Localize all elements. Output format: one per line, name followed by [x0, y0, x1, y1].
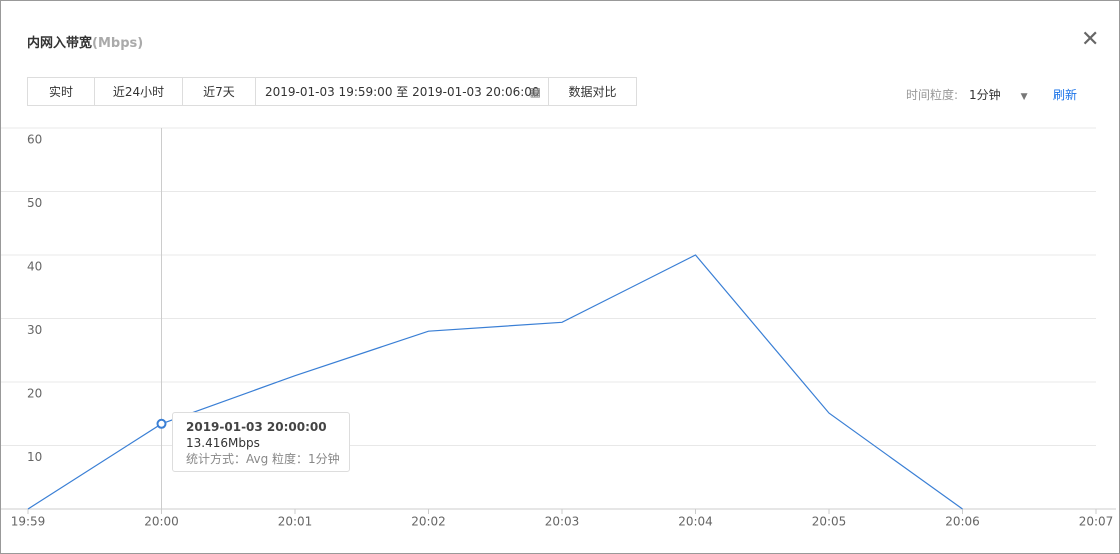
x-tick-label: 20:00 — [144, 515, 179, 529]
granularity-label: 时间粒度: — [906, 88, 959, 102]
compare-button[interactable]: 数据对比 — [548, 77, 637, 106]
granularity-value: 1分钟 — [969, 88, 1001, 102]
x-tick-label: 20:03 — [545, 515, 580, 529]
x-tick-label: 20:05 — [812, 515, 847, 529]
tooltip-value: 13.416Mbps — [186, 436, 260, 450]
tooltip-title: 2019-01-03 20:00:00 — [186, 420, 327, 434]
x-tick-label: 20:01 — [278, 515, 313, 529]
x-tick-label: 20:02 — [411, 515, 446, 529]
title: 内网入带宽(Mbps) — [27, 32, 143, 51]
title-unit: (Mbps) — [92, 36, 144, 51]
calendar-icon: ▦ — [529, 85, 541, 99]
y-tick-label: 20 — [27, 387, 42, 401]
y-tick-label: 40 — [27, 260, 42, 274]
x-tick-label: 19:59 — [11, 515, 46, 529]
dropdown-caret: ▼ — [1020, 92, 1028, 102]
x-tick-label: 20:07 — [1079, 515, 1114, 529]
hover-point — [156, 418, 167, 429]
y-tick-label: 10 — [27, 450, 42, 464]
y-tick-label: 50 — [27, 196, 42, 210]
refresh-button[interactable]: 刷新 — [1053, 88, 1078, 102]
title-text: 内网入带宽 — [27, 36, 93, 51]
y-tick-label: 60 — [27, 133, 42, 147]
7d-button[interactable]: 近7天 — [182, 77, 256, 106]
date-range[interactable]: 2019-01-03 19:59:00 至 2019-01-03 20:06:0… — [255, 77, 549, 106]
close-button[interactable]: ✕ — [1081, 27, 1100, 52]
tooltip: 2019-01-03 20:00:00 13.416Mbps 统计方式：Avg … — [172, 412, 350, 472]
24h-button[interactable]: 近24小时 — [94, 77, 183, 106]
realtime-button[interactable]: 实时 — [27, 77, 95, 106]
tooltip-stat: 统计方式：Avg 粒度：1分钟 — [186, 452, 340, 466]
date-range-text: 2019-01-03 19:59:00 至 2019-01-03 20:06:0… — [265, 85, 540, 99]
granularity-select[interactable]: 1分钟 ▼ — [969, 86, 1028, 103]
x-tick-label: 20:04 — [678, 515, 713, 529]
y-tick-label: 30 — [27, 323, 42, 337]
x-tick-label: 20:06 — [945, 515, 980, 529]
